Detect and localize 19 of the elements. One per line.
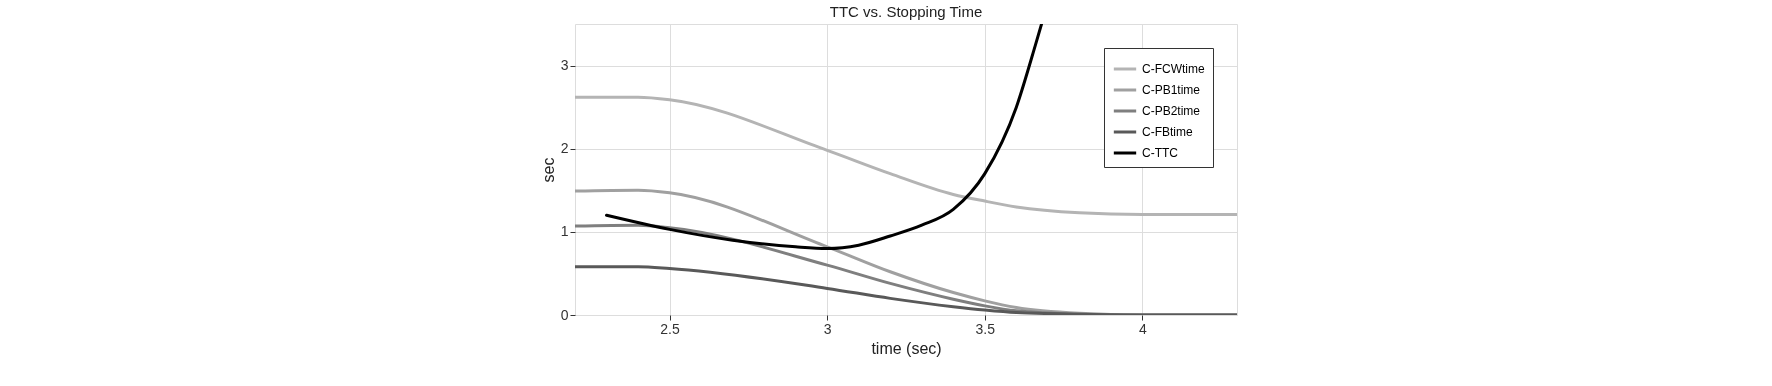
legend-label: C-PB1time: [1142, 83, 1201, 97]
x-axis-title: time (sec): [871, 339, 942, 357]
legend-label: C-TTC: [1142, 146, 1179, 160]
legend-label: C-FCWtime: [1142, 62, 1205, 76]
line-series: [575, 265, 1237, 315]
line-series: [575, 95, 1237, 216]
x-tick-label: 4: [1139, 320, 1148, 337]
chart-title: TTC vs. Stopping Time: [829, 3, 983, 20]
x-tick-label: 2.5: [660, 320, 681, 337]
y-tick-label: 3: [560, 57, 569, 74]
y-axis-title: sec: [539, 157, 557, 183]
legend-label: C-PB2time: [1142, 104, 1201, 118]
y-tick-label: 0: [560, 306, 569, 323]
line-series: [605, 24, 1044, 250]
x-tick-label: 3.5: [975, 320, 996, 337]
x-tick-label: 3: [823, 320, 832, 337]
y-tick-label: 2: [560, 140, 569, 157]
y-tick-label: 1: [560, 223, 569, 240]
legend-label: C-FBtime: [1142, 125, 1193, 139]
